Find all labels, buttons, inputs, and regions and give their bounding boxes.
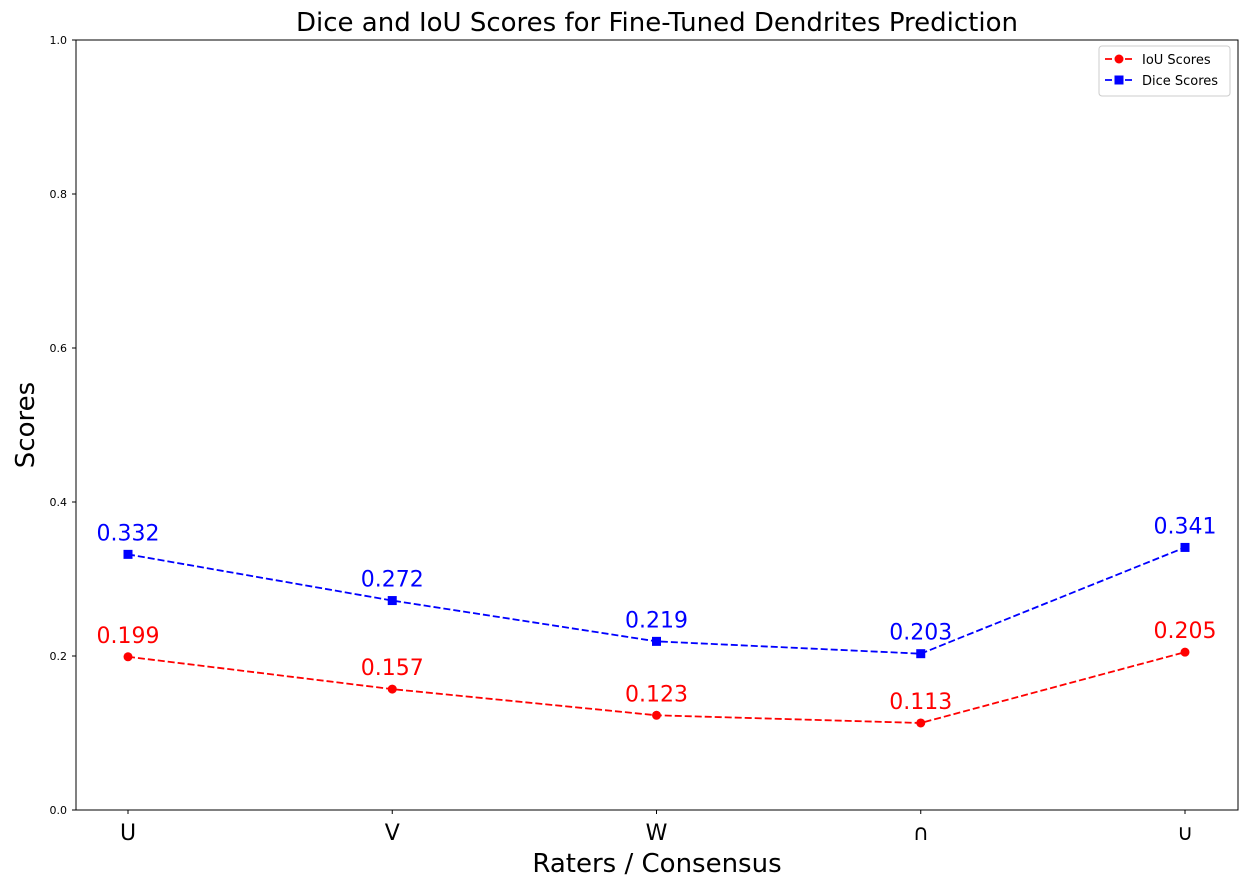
iou-scores-data-label: 0.113 <box>889 690 952 715</box>
dice-scores-point <box>387 596 397 606</box>
legend-label-dice-scores: Dice Scores <box>1142 74 1218 89</box>
y-axis-label: Scores <box>11 382 41 468</box>
legend-label-iou-scores: IoU Scores <box>1142 53 1211 68</box>
dice-scores-data-label: 0.219 <box>625 608 688 633</box>
iou-scores-point <box>916 718 926 728</box>
iou-scores-data-label: 0.199 <box>97 624 160 649</box>
dice-scores-data-label: 0.272 <box>361 568 424 593</box>
legend-marker-iou-scores <box>1114 54 1124 64</box>
iou-scores-point <box>652 710 661 720</box>
dice-scores-point <box>1180 542 1190 552</box>
dice-scores-data-label: 0.341 <box>1154 514 1217 539</box>
legend: IoU Scores Dice Scores <box>1098 45 1231 97</box>
x-tick-label: W <box>646 821 668 846</box>
x-tick-label: ∪ <box>1177 821 1193 846</box>
legend-marker-dice-scores <box>1114 75 1124 85</box>
y-tick-label: 0.0 <box>50 804 68 817</box>
y-axis: 0.0 0.2 0.4 0.6 0.8 1.0 <box>50 34 76 817</box>
iou-scores-data-label: 0.205 <box>1154 619 1217 644</box>
x-tick-label: ∩ <box>913 821 929 846</box>
iou-scores-point <box>387 684 397 694</box>
y-tick-label: 0.4 <box>50 496 68 509</box>
x-tick-label: V <box>385 821 400 846</box>
y-tick-label: 0.2 <box>50 650 68 663</box>
iou-scores-data-label: 0.157 <box>361 656 424 681</box>
x-axis: U V W ∩ ∪ <box>120 810 1193 846</box>
chart-title: Dice and IoU Scores for Fine-Tuned Dendr… <box>296 8 1018 38</box>
y-tick-label: 1.0 <box>50 34 68 47</box>
iou-scores-point <box>1180 647 1190 657</box>
dice-scores-data-label: 0.332 <box>97 521 160 546</box>
x-tick-label: U <box>120 821 136 846</box>
series-layer <box>123 542 1190 728</box>
dice-scores-data-label: 0.203 <box>889 621 952 646</box>
dice-scores-point <box>916 649 926 659</box>
dice-scores-point <box>123 549 133 559</box>
x-axis-label: Raters / Consensus <box>532 849 781 879</box>
y-tick-label: 0.6 <box>50 342 68 355</box>
data-labels: 0.199 0.157 0.123 0.113 0.205 0.332 0.272 0.219… <box>97 514 1217 715</box>
y-tick-label: 0.8 <box>50 188 68 201</box>
dice-scores-point <box>652 636 661 646</box>
iou-scores-point <box>123 652 133 662</box>
iou-scores-data-label: 0.123 <box>625 682 688 707</box>
